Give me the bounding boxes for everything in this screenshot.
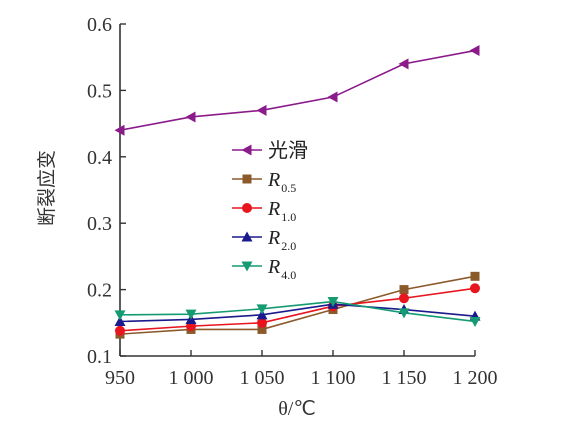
- y-axis-label: 断裂应变: [36, 150, 58, 226]
- legend-item: R1.0: [232, 198, 296, 224]
- data-point: [185, 309, 197, 320]
- series-4: [114, 297, 481, 327]
- y-tick-label: 0.1: [87, 346, 112, 368]
- data-point: [256, 104, 267, 116]
- data-point: [115, 325, 125, 336]
- series-group: [114, 45, 481, 339]
- y-tick-label: 0.6: [87, 14, 112, 36]
- series-line: [119, 303, 476, 323]
- data-point: [257, 324, 267, 334]
- legend-marker: [241, 144, 252, 156]
- data-point: [470, 283, 480, 294]
- legend-item: R2.0: [232, 227, 296, 253]
- legend-label: R2.0: [267, 227, 296, 253]
- data-point: [114, 315, 126, 326]
- data-point: [469, 316, 481, 327]
- data-point: [185, 111, 196, 123]
- legend-item: R4.0: [232, 256, 296, 282]
- y-tick-label: 0.5: [87, 80, 112, 102]
- legend-marker: [241, 261, 253, 272]
- x-axis-label: θ/℃: [278, 398, 316, 420]
- legend-label-main: 光滑: [268, 139, 308, 162]
- legend-label: R0.5: [267, 169, 296, 195]
- data-point: [469, 45, 480, 57]
- data-point: [257, 317, 267, 328]
- x-tick-label: 1 100: [311, 367, 356, 389]
- x-tick-label: 1 150: [382, 367, 427, 389]
- legend-label-main: R: [267, 256, 280, 278]
- data-point: [470, 271, 480, 281]
- legend-label-subscript: 2.0: [281, 239, 296, 253]
- data-point: [399, 293, 409, 304]
- series-line: [119, 49, 476, 132]
- data-point: [256, 304, 268, 315]
- data-point: [114, 310, 126, 321]
- data-point: [398, 308, 410, 319]
- series-3: [114, 298, 481, 326]
- series-line: [119, 287, 476, 332]
- legend-marker: [241, 231, 253, 242]
- data-point: [114, 124, 125, 136]
- y-tick-label: 0.2: [87, 280, 112, 302]
- legend-label-subscript: 0.5: [281, 181, 296, 195]
- legend-item: 光滑: [232, 139, 308, 162]
- data-point: [398, 58, 409, 70]
- x-ticks: 950 1 000 1 050 1 100 1 150 1 200: [105, 350, 498, 389]
- legend-label: R4.0: [267, 256, 296, 282]
- legend-label-main: R: [267, 227, 280, 249]
- legend-marker: [242, 174, 252, 184]
- legend-label-main: R: [267, 169, 280, 191]
- legend-label-subscript: 4.0: [281, 268, 296, 282]
- x-tick-label: 1 200: [453, 367, 498, 389]
- data-point: [327, 297, 339, 308]
- x-tick-label: 1 050: [240, 367, 285, 389]
- data-point: [327, 91, 338, 103]
- x-tick-label: 1 000: [169, 367, 214, 389]
- legend-label-subscript: 1.0: [281, 210, 296, 224]
- legend-label: R1.0: [267, 198, 296, 224]
- series-line: [119, 275, 476, 335]
- y-ticks: 0.1 0.2 0.3 0.4 0.5 0.6: [87, 14, 126, 368]
- data-point: [399, 285, 409, 295]
- axes: [119, 24, 475, 357]
- legend-label-main: R: [267, 198, 280, 220]
- legend-label: 光滑: [268, 139, 308, 162]
- x-tick-label: 950: [105, 367, 135, 389]
- y-tick-label: 0.4: [87, 147, 112, 169]
- series-0: [114, 45, 480, 136]
- legend-marker: [242, 203, 252, 213]
- y-tick-label: 0.3: [87, 213, 112, 235]
- series-line: [119, 300, 476, 323]
- legend-item: R0.5: [232, 169, 296, 195]
